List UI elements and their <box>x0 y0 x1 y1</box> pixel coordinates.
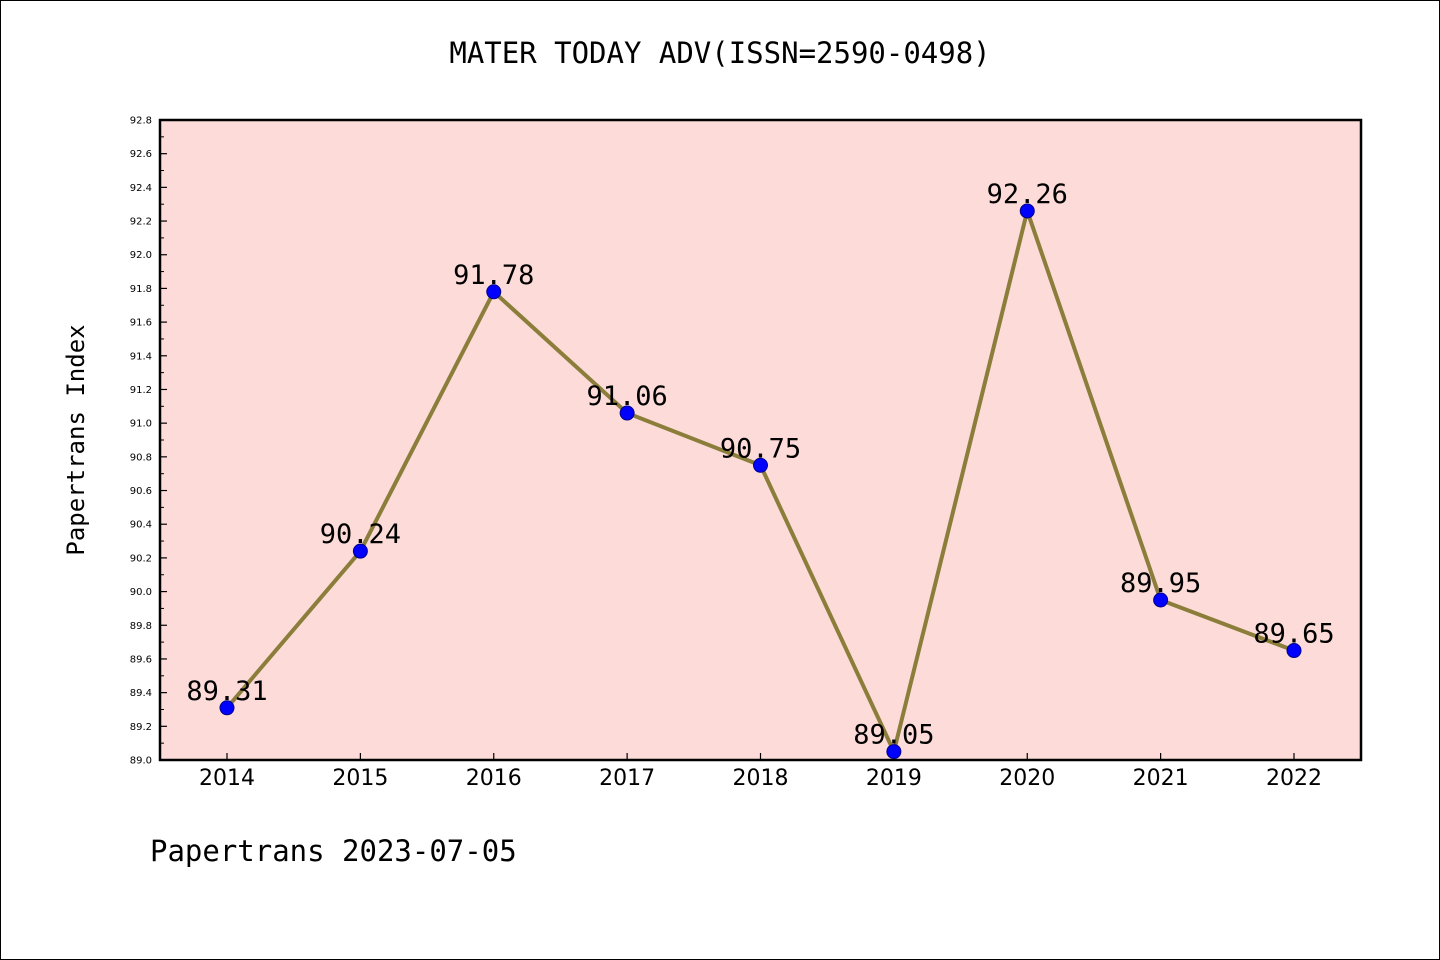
footer-note: Papertrans 2023-07-05 <box>150 834 517 868</box>
data-point-marker <box>1153 592 1169 608</box>
plot-border <box>158 118 1363 762</box>
data-point-marker <box>619 405 635 421</box>
x-tick-label: 2016 <box>466 766 522 791</box>
y-tick-label: 91.0 <box>130 419 152 430</box>
chart-title: MATER TODAY ADV(ISSN=2590-0498) <box>449 36 991 70</box>
x-tick-label: 2018 <box>733 766 789 791</box>
y-tick-label: 92.2 <box>130 217 152 228</box>
data-point-marker <box>1286 643 1302 659</box>
data-point-marker <box>352 543 368 559</box>
y-tick-label: 92.6 <box>130 149 152 160</box>
data-label: 90.75 <box>720 433 801 464</box>
x-tick-label: 2019 <box>866 766 922 791</box>
x-tick-label: 2021 <box>1133 766 1189 791</box>
y-tick-label: 89.6 <box>130 654 152 665</box>
y-tick-label: 91.4 <box>130 351 152 362</box>
y-tick-label: 90.2 <box>130 553 152 564</box>
x-axis: 2014 2015 2016 2017 2018 2019 2020 2021 2022 <box>199 753 1322 791</box>
y-tick-label: 92.4 <box>130 183 152 194</box>
y-tick-label: 91.8 <box>130 284 152 295</box>
data-label: 89.65 <box>1253 619 1334 650</box>
y-tick-label: 90.0 <box>130 587 152 598</box>
data-label: 89.05 <box>853 720 934 751</box>
data-label: 91.78 <box>453 260 534 291</box>
y-tick-label: 90.8 <box>130 452 152 463</box>
y-axis: 89.0 89.2 89.4 89.6 89.8 90.0 90.2 90.4 90.6 90.8… <box>130 116 167 767</box>
x-tick-label: 2017 <box>599 766 655 791</box>
data-point-marker <box>486 284 502 300</box>
data-point-marker <box>219 700 235 716</box>
y-tick-label: 89.4 <box>130 688 152 699</box>
data-point-marker <box>753 457 768 473</box>
data-label: 89.31 <box>186 676 267 707</box>
x-tick-label: 2014 <box>199 766 255 791</box>
y-axis-label: Papertrans Index <box>62 324 90 555</box>
data-label: 90.24 <box>320 519 401 550</box>
y-tick-label: 92.0 <box>130 250 152 261</box>
y-tick-label: 90.6 <box>130 486 152 497</box>
series-line-group <box>219 203 1302 760</box>
y-tick-label: 89.0 <box>130 756 152 767</box>
y-tick-label: 89.2 <box>130 722 152 733</box>
data-label: 91.06 <box>586 381 667 412</box>
y-tick-label: 92.8 <box>130 116 152 127</box>
data-point-marker <box>1019 203 1035 219</box>
data-label: 92.26 <box>987 179 1068 210</box>
y-tick-label: 90.4 <box>130 520 152 531</box>
x-tick-label: 2020 <box>999 766 1055 791</box>
y-tick-label: 89.8 <box>130 621 152 632</box>
x-tick-label: 2015 <box>332 766 388 791</box>
plot-area <box>160 120 1361 760</box>
y-tick-label: 91.2 <box>130 385 152 396</box>
data-labels: 89.31 90.24 91.78 91.06 90.75 89.05 92.26 89.95… <box>186 179 1334 751</box>
y-tick-label: 91.6 <box>130 318 152 329</box>
data-label: 89.95 <box>1120 568 1201 599</box>
data-point-marker <box>886 744 902 760</box>
x-tick-label: 2022 <box>1266 766 1322 791</box>
